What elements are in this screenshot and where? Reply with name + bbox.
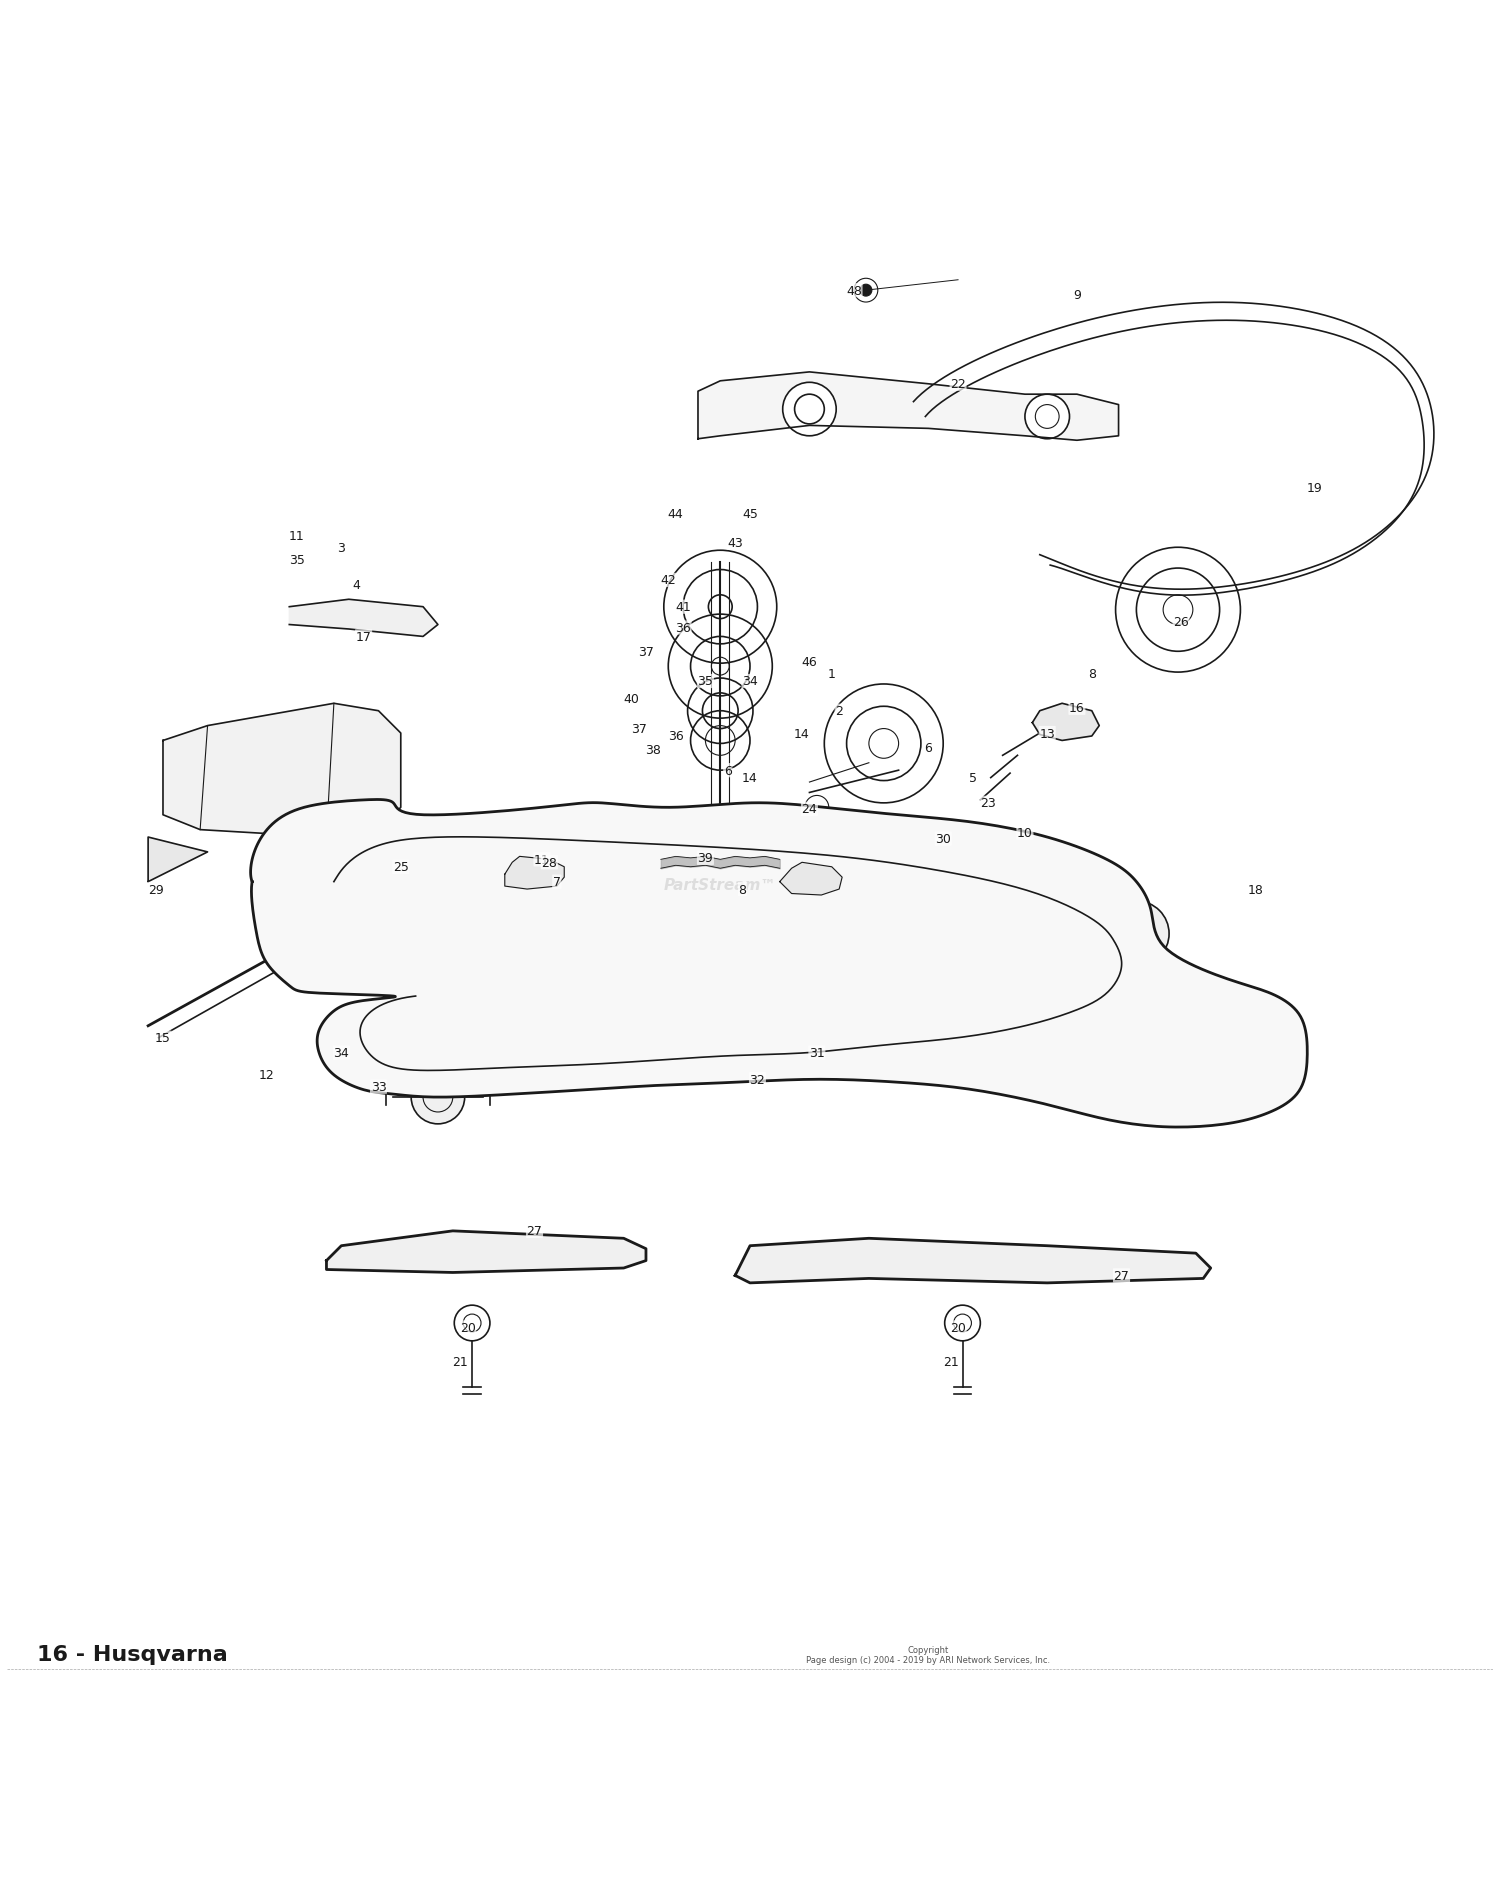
Circle shape xyxy=(945,1306,981,1342)
Text: 14: 14 xyxy=(742,772,758,784)
Text: 41: 41 xyxy=(675,602,692,613)
Circle shape xyxy=(795,395,825,425)
Text: 42: 42 xyxy=(660,573,676,586)
Polygon shape xyxy=(290,600,438,638)
Text: 13: 13 xyxy=(1040,727,1054,740)
Text: 8: 8 xyxy=(738,883,747,896)
Circle shape xyxy=(859,285,871,296)
Circle shape xyxy=(454,1306,490,1342)
Text: 28: 28 xyxy=(542,856,558,869)
Text: 8: 8 xyxy=(1088,668,1096,681)
Text: 27: 27 xyxy=(1113,1270,1130,1283)
Text: 34: 34 xyxy=(742,676,758,689)
Text: 44: 44 xyxy=(668,507,684,520)
Text: 27: 27 xyxy=(526,1224,543,1237)
Text: 24: 24 xyxy=(801,803,818,816)
Text: 19: 19 xyxy=(1306,482,1323,495)
Circle shape xyxy=(853,279,877,304)
Text: 45: 45 xyxy=(742,507,758,520)
Text: 6: 6 xyxy=(724,765,732,778)
Text: 10: 10 xyxy=(1017,828,1034,839)
Polygon shape xyxy=(735,1239,1210,1283)
Text: 20: 20 xyxy=(950,1321,966,1334)
Text: 11: 11 xyxy=(534,854,550,865)
Text: 26: 26 xyxy=(1173,615,1190,628)
Text: 11: 11 xyxy=(290,530,304,543)
Text: 46: 46 xyxy=(801,657,818,668)
Text: 15: 15 xyxy=(154,1033,171,1044)
Text: 9: 9 xyxy=(1072,288,1082,302)
Text: 37: 37 xyxy=(638,645,654,659)
Text: 32: 32 xyxy=(750,1072,765,1086)
Polygon shape xyxy=(506,856,564,890)
Text: 3: 3 xyxy=(338,541,345,554)
Text: 17: 17 xyxy=(356,630,372,643)
Text: 18: 18 xyxy=(1248,883,1263,896)
Text: 25: 25 xyxy=(393,862,408,873)
Text: 6: 6 xyxy=(924,742,933,755)
Text: 33: 33 xyxy=(370,1080,387,1093)
Polygon shape xyxy=(251,801,1308,1127)
Text: 35: 35 xyxy=(698,676,714,689)
Text: 36: 36 xyxy=(668,731,684,744)
Polygon shape xyxy=(780,864,842,896)
Text: 12: 12 xyxy=(260,1069,274,1082)
Text: 21: 21 xyxy=(453,1355,468,1368)
Text: PartStream™: PartStream™ xyxy=(664,877,777,892)
Text: 38: 38 xyxy=(645,744,662,757)
Text: 29: 29 xyxy=(147,883,164,896)
Polygon shape xyxy=(698,372,1119,440)
Circle shape xyxy=(1024,395,1069,440)
Text: 40: 40 xyxy=(622,693,639,706)
Text: 37: 37 xyxy=(630,723,646,736)
Text: 16: 16 xyxy=(1070,702,1084,716)
Circle shape xyxy=(1035,406,1059,429)
Circle shape xyxy=(490,905,609,1023)
Circle shape xyxy=(795,919,914,1038)
Text: 31: 31 xyxy=(808,1046,825,1059)
Text: 4: 4 xyxy=(352,579,360,592)
Text: 43: 43 xyxy=(728,537,742,550)
Polygon shape xyxy=(327,1232,646,1274)
Text: 34: 34 xyxy=(333,1046,350,1059)
Text: 7: 7 xyxy=(554,875,561,888)
Text: 30: 30 xyxy=(936,833,951,847)
Text: 35: 35 xyxy=(290,554,304,566)
Text: 39: 39 xyxy=(698,852,714,865)
Polygon shape xyxy=(320,877,446,902)
Circle shape xyxy=(1104,902,1168,966)
Text: 48: 48 xyxy=(846,285,862,298)
Circle shape xyxy=(468,1247,483,1260)
Text: 2: 2 xyxy=(836,704,843,717)
Circle shape xyxy=(411,1070,465,1124)
Text: 14: 14 xyxy=(794,727,810,740)
Text: 1: 1 xyxy=(828,668,836,681)
Circle shape xyxy=(783,383,836,437)
Text: 20: 20 xyxy=(459,1321,476,1334)
Polygon shape xyxy=(1032,704,1100,740)
Polygon shape xyxy=(148,837,207,883)
Text: 36: 36 xyxy=(675,623,692,634)
Text: Copyright
Page design (c) 2004 - 2019 by ARI Network Services, Inc.: Copyright Page design (c) 2004 - 2019 by… xyxy=(807,1646,1050,1665)
Text: 5: 5 xyxy=(969,772,976,784)
Text: 22: 22 xyxy=(950,378,966,391)
Text: 16 - Husqvarna: 16 - Husqvarna xyxy=(36,1644,228,1665)
Text: 21: 21 xyxy=(942,1355,958,1368)
Circle shape xyxy=(958,1253,974,1268)
Text: 23: 23 xyxy=(980,797,996,810)
Polygon shape xyxy=(164,704,401,837)
